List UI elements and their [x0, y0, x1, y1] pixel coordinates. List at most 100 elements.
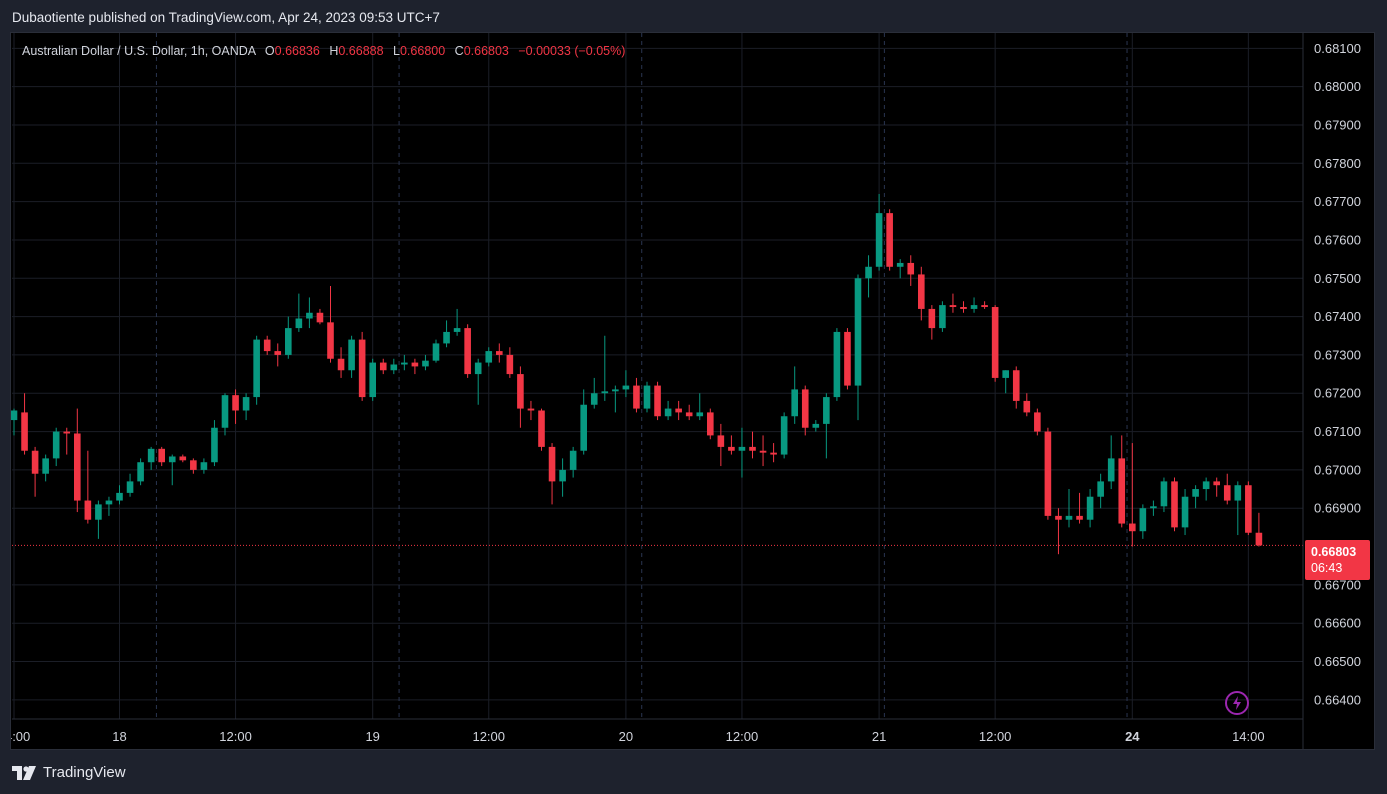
candle-body — [907, 262, 915, 275]
publish-caption: Dubaotiente published on TradingView.com… — [12, 10, 440, 25]
candle — [253, 335, 260, 405]
candle-body — [633, 385, 640, 409]
candle-body — [411, 362, 419, 367]
candle — [1255, 512, 1263, 547]
candle-body — [137, 462, 144, 482]
candle — [654, 381, 661, 421]
grid — [12, 33, 1303, 719]
candle — [105, 496, 113, 516]
candle — [1192, 485, 1199, 509]
candle — [590, 377, 598, 409]
candle-body — [1150, 506, 1157, 509]
candle-body — [854, 278, 862, 386]
candle-body — [823, 397, 830, 424]
candle-body — [1107, 458, 1115, 482]
candle-body — [1213, 481, 1220, 486]
candle — [791, 366, 798, 424]
candle — [1171, 477, 1178, 532]
candle — [833, 328, 841, 401]
price-axis: 0.68100 0.68000 0.67900 0.67800 0.67700 0.676… — [1314, 41, 1361, 708]
candle-body — [337, 358, 345, 371]
candle — [274, 343, 282, 367]
candle — [749, 431, 756, 459]
candle-body — [401, 362, 408, 365]
candle — [42, 454, 49, 482]
price-tick-label: 0.67500 — [1314, 271, 1361, 286]
candle — [327, 285, 334, 363]
candle — [348, 335, 355, 378]
candles — [11, 193, 1263, 555]
candle-body — [474, 362, 482, 375]
candle — [801, 385, 809, 436]
candle-body — [42, 458, 49, 474]
candle-body — [875, 213, 883, 267]
time-tick-label: 19 — [365, 729, 379, 744]
candle-body — [95, 504, 102, 520]
candle — [675, 400, 682, 421]
candle-body — [316, 312, 324, 323]
tradingview-logo[interactable]: TradingView — [12, 764, 126, 781]
candle-body — [780, 416, 788, 455]
time-tick-label: 21 — [872, 729, 886, 744]
candle — [1076, 492, 1083, 524]
candle — [137, 458, 144, 486]
price-tick-label: 0.67000 — [1314, 462, 1361, 477]
time-axis: 14:00 18 12:00 19 12:00 20 12:00 21 12:00 24 14:00 — [11, 729, 1265, 744]
close-value: 0.66803 — [463, 44, 509, 58]
candle — [1118, 435, 1126, 528]
candle — [1202, 477, 1210, 501]
candle — [1160, 477, 1168, 513]
candle — [960, 301, 967, 313]
lightning-icon[interactable] — [1225, 691, 1249, 715]
candle-body — [886, 213, 893, 267]
candle-body — [939, 305, 946, 329]
candle — [1181, 489, 1189, 536]
candle-body — [791, 389, 798, 417]
candle-body — [1255, 532, 1263, 546]
candle-body — [918, 274, 925, 309]
candle-body — [559, 469, 566, 482]
candle-body — [63, 431, 71, 434]
candle — [685, 404, 693, 421]
candle — [707, 408, 714, 440]
candle — [548, 443, 556, 505]
candle-body — [306, 312, 313, 319]
symbol-title[interactable]: Australian Dollar / U.S. Dollar, 1h, OAN… — [22, 44, 256, 58]
candle-body — [1171, 481, 1178, 528]
candle-body — [221, 395, 229, 428]
chart-panel[interactable]: 0.68100 0.68000 0.67900 0.67800 0.67700 0.676… — [10, 32, 1375, 750]
candle — [1012, 366, 1020, 409]
time-tick-label: 12:00 — [472, 729, 505, 744]
candle-body — [538, 410, 545, 447]
candle-body — [358, 339, 366, 398]
candle — [411, 358, 419, 375]
candle — [95, 500, 102, 539]
candle — [1065, 489, 1073, 528]
candle — [844, 328, 851, 390]
candle-body — [812, 423, 820, 428]
candle — [158, 446, 165, 467]
candle-body — [496, 351, 503, 355]
open-value: 0.66836 — [274, 44, 320, 58]
candle-body — [348, 339, 355, 371]
price-tick-label: 0.66700 — [1314, 577, 1361, 592]
candle — [1213, 477, 1220, 497]
candle — [21, 393, 28, 455]
candle-body — [960, 307, 967, 309]
candle — [190, 458, 197, 474]
candle-body — [896, 262, 904, 267]
candle-body — [527, 408, 535, 411]
candle — [496, 343, 503, 363]
candle-body — [179, 456, 187, 461]
candle — [390, 358, 398, 375]
candle — [232, 389, 239, 424]
candle — [517, 366, 524, 428]
candle-body — [1044, 431, 1052, 516]
candle-body — [158, 448, 165, 463]
candle — [116, 485, 123, 505]
candle-body — [1097, 481, 1104, 497]
candlestick-chart[interactable]: 0.68100 0.68000 0.67900 0.67800 0.67700 0.676… — [11, 33, 1375, 750]
candle-body — [1192, 489, 1199, 497]
candle-body — [263, 339, 271, 352]
price-tick-label: 0.67800 — [1314, 156, 1361, 171]
